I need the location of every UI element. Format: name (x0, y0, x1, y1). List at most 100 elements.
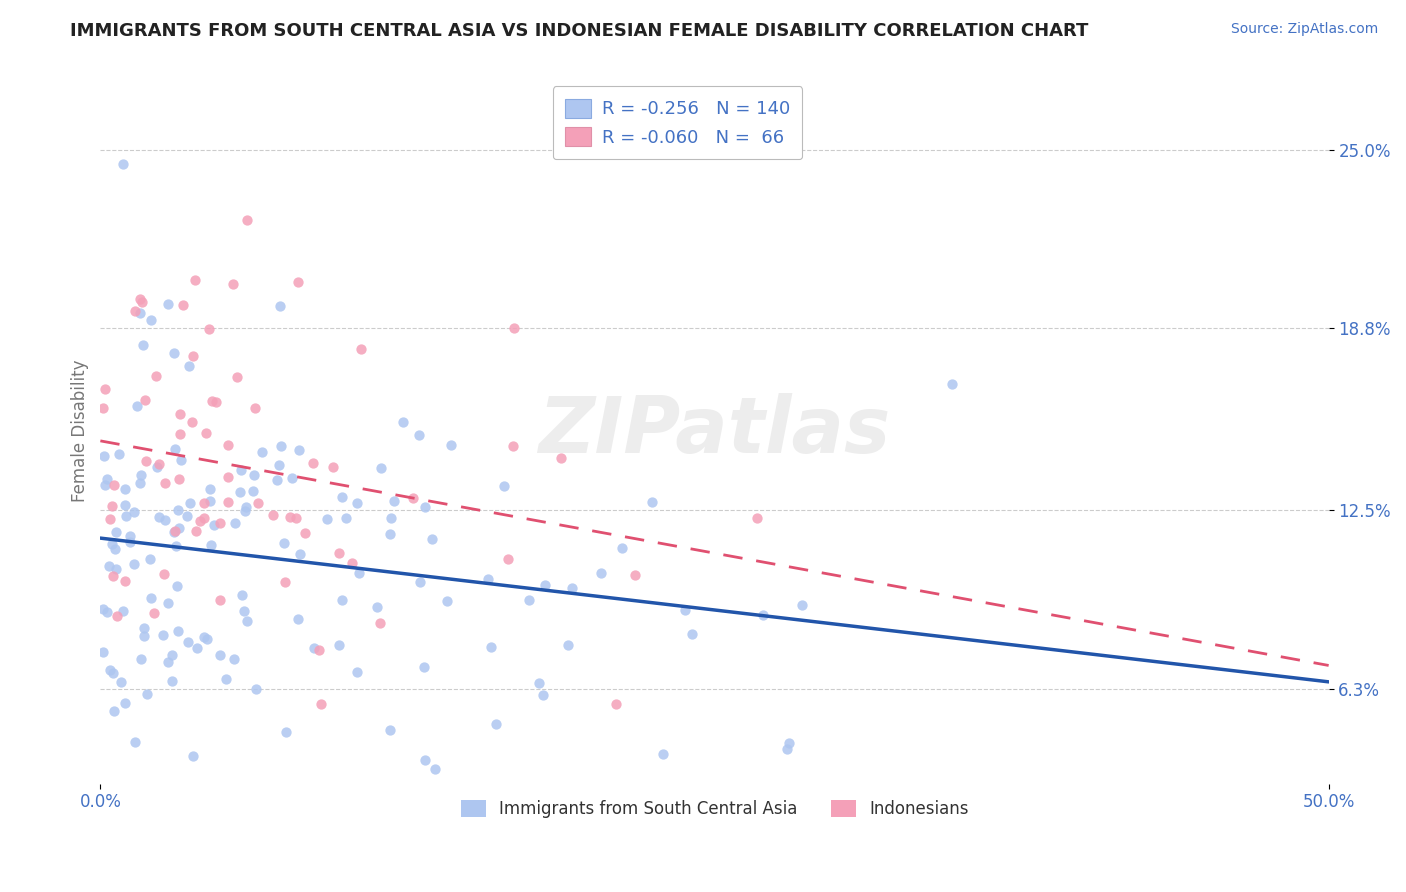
Point (245, 682, 267, 697)
Point (287, 275, 309, 289)
Point (413, 500, 436, 514)
Point (370, 461, 392, 475)
Point (91, 401, 114, 416)
Point (224, 652, 246, 666)
Point (152, 628, 174, 642)
Point (179, 359, 201, 373)
Point (502, 439, 524, 453)
Point (104, 541, 127, 556)
Point (624, 567, 647, 582)
Point (114, 498, 136, 512)
Point (153, 566, 176, 581)
Point (652, 747, 675, 761)
Point (157, 655, 180, 669)
Point (148, 509, 170, 524)
Point (115, 509, 138, 524)
Point (141, 591, 163, 605)
Point (402, 491, 425, 505)
Point (287, 612, 309, 626)
Point (128, 292, 150, 306)
Point (153, 475, 176, 490)
Point (153, 512, 176, 526)
Point (163, 345, 186, 359)
Point (134, 393, 156, 408)
Point (162, 524, 184, 539)
Point (172, 298, 194, 312)
Point (165, 539, 187, 553)
Point (176, 509, 198, 524)
Point (370, 616, 392, 631)
Point (235, 500, 257, 514)
Point (243, 401, 266, 415)
Point (160, 673, 183, 688)
Point (208, 593, 231, 607)
Point (217, 470, 239, 484)
Point (101, 537, 124, 551)
Point (193, 630, 215, 644)
Point (284, 510, 307, 524)
Point (280, 510, 302, 524)
Point (110, 674, 132, 689)
Point (208, 516, 231, 531)
Point (138, 551, 160, 566)
Point (179, 495, 201, 509)
Point (132, 629, 155, 643)
Point (752, 607, 775, 622)
Point (131, 295, 153, 310)
Point (103, 704, 125, 718)
Point (561, 581, 583, 595)
Point (408, 427, 430, 442)
Point (202, 518, 225, 533)
Point (132, 337, 155, 351)
Point (340, 557, 363, 571)
Point (186, 640, 208, 655)
Point (93, 382, 115, 396)
Point (195, 632, 218, 647)
Point (181, 749, 204, 764)
Point (134, 622, 156, 636)
Point (129, 306, 152, 320)
Point (195, 426, 218, 441)
Point (96, 472, 118, 486)
Point (262, 508, 284, 522)
Point (198, 494, 221, 508)
Point (380, 527, 402, 541)
Point (242, 483, 264, 498)
Point (141, 312, 163, 326)
Point (233, 504, 256, 518)
Point (378, 723, 401, 737)
Point (93, 449, 115, 463)
Point (235, 615, 257, 629)
Point (124, 303, 146, 318)
Point (322, 459, 344, 474)
Point (169, 521, 191, 535)
Point (346, 496, 368, 510)
Point (98, 559, 121, 574)
Point (288, 442, 311, 457)
Point (276, 725, 298, 739)
Point (103, 569, 125, 583)
Point (124, 735, 146, 749)
Point (205, 395, 228, 409)
Point (673, 603, 696, 617)
Point (176, 635, 198, 649)
Point (98, 511, 121, 525)
Point (122, 505, 145, 519)
Point (745, 510, 768, 524)
Text: IMMIGRANTS FROM SOUTH CENTRAL ASIA VS INDONESIAN FEMALE DISABILITY CORRELATION C: IMMIGRANTS FROM SOUTH CENTRAL ASIA VS IN… (70, 22, 1088, 40)
Point (347, 566, 370, 580)
Point (413, 659, 436, 673)
Point (330, 490, 353, 504)
Point (118, 529, 141, 543)
Point (215, 673, 238, 687)
Point (266, 473, 288, 487)
Point (492, 479, 515, 493)
Point (114, 482, 136, 496)
Point (273, 574, 295, 589)
Point (591, 566, 613, 581)
Point (188, 514, 211, 528)
Point (288, 547, 311, 561)
Point (127, 399, 149, 413)
Point (103, 478, 125, 492)
Point (231, 588, 253, 602)
